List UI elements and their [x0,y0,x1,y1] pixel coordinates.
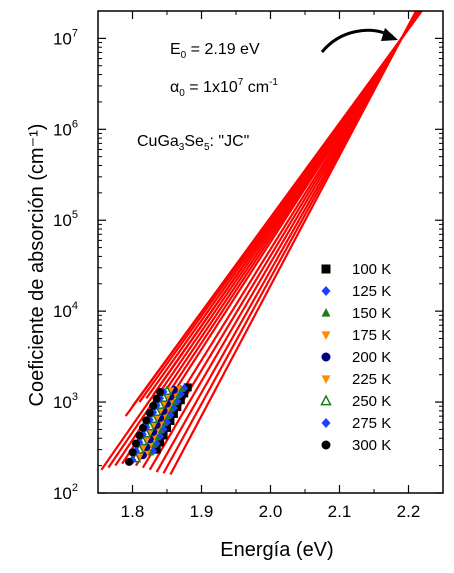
legend-marker-100k [321,264,331,274]
data-point-300k-6 [142,416,151,425]
legend-label-100k: 100 K [352,261,391,278]
data-points [125,383,192,466]
data-point-300k-2 [128,448,137,457]
data-point-100k-1 [152,445,161,454]
fit-line-16 [124,11,423,417]
data-point-125k-5 [163,417,171,427]
x-tick-label: 1.9 [190,502,214,521]
x-tick-labels: 1.8 1.9 2.0 2.1 2.2 [121,502,421,521]
data-point-300k-8 [149,401,158,410]
y-tick-labels: 102 103 104 105 106 107 [53,27,78,503]
legend-label-125k: 125 K [352,283,391,300]
y-tick-label: 103 [53,391,78,412]
legend-label-150k: 150 K [352,305,391,322]
legend-marker-275k [321,418,331,428]
y-tick-label: 106 [53,118,78,139]
legend-marker-300k [321,440,331,450]
data-point-100k-4 [163,423,171,432]
legend-marker-250k [320,394,332,406]
legend-label-225k: 225 K [352,371,391,388]
data-point-100k-9 [180,389,189,398]
data-point-100k-10 [183,383,192,392]
fit-lines [100,11,423,475]
data-point-300k-9 [152,394,161,403]
y-tick-label: 107 [53,27,78,48]
data-point-100k-6 [169,409,178,418]
legend-marker-200k [321,352,331,362]
data-point-100k-7 [173,403,182,412]
legend-label-175k: 175 K [352,327,391,344]
data-point-100k-2 [156,438,165,447]
data-point-100k-5 [166,416,175,425]
alpha0-annotation: α0 = 1x107 cm-1 [170,77,278,99]
legend-label-300k: 300 K [352,437,391,454]
data-point-300k-1 [125,457,134,466]
legend-marker-225k [321,375,331,384]
sample-annotation: CuGa3Se5: "JC" [137,133,249,153]
legend-label-275k: 275 K [352,415,391,432]
data-point-300k-10 [156,388,165,397]
fit-line-11 [169,11,418,475]
data-point-300k-7 [145,408,154,417]
data-point-300k-3 [131,439,140,448]
y-tick-label: 102 [53,482,78,503]
y-axis-title: Coeficiente de absorción (cm⁻¹) [26,124,48,407]
x-tick-label: 1.8 [121,502,145,521]
data-point-300k-5 [138,423,147,432]
x-axis-title: Energía (eV) [220,539,333,561]
data-point-300k-4 [135,431,144,440]
legend-marker-150k [321,308,331,317]
legend-label-200k: 200 K [352,349,391,366]
y-tick-label: 104 [53,300,78,321]
legend-marker-125k [321,286,331,296]
x-tick-label: 2.0 [259,502,283,521]
data-point-125k-8 [173,396,182,406]
x-tick-label: 2.2 [397,502,421,521]
legend-marker-175k [321,331,331,340]
data-point-125k-2 [152,439,161,448]
data-point-100k-8 [176,396,185,405]
y-tick-label: 105 [53,209,78,230]
legend: 100 K 125 K 150 K 175 K 200 K 225 K 250 K 275 K… [320,261,391,454]
data-point-100k-3 [159,431,168,440]
e0-annotation: E0 = 2.19 eV [170,41,260,61]
axis-ticks [97,10,444,494]
legend-label-250k: 250 K [352,393,391,410]
annotation-arrowhead [381,28,398,41]
x-tick-label: 2.1 [328,502,352,521]
